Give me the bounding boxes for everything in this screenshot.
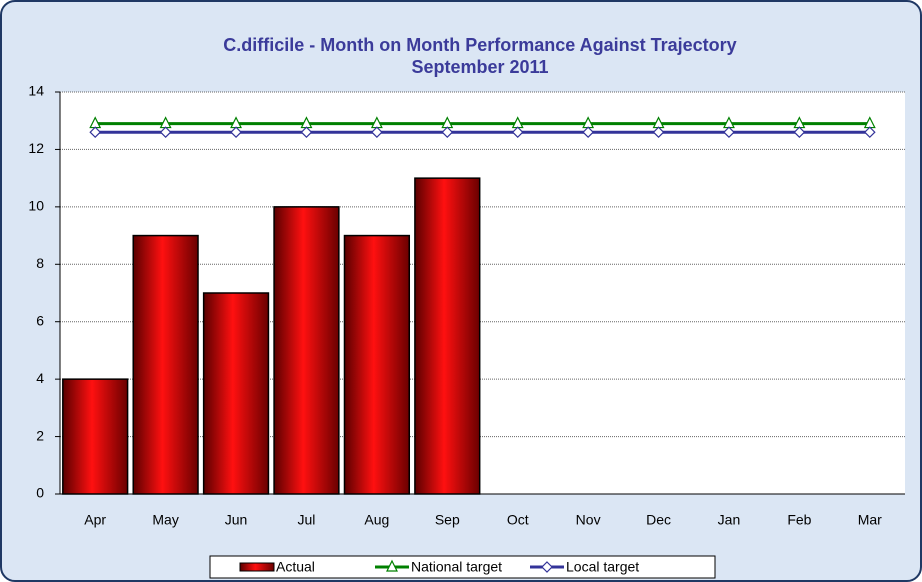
x-tick-label: Oct xyxy=(507,512,529,528)
legend-box xyxy=(209,555,716,579)
line-marker xyxy=(541,561,553,573)
legend-label: Actual xyxy=(276,559,315,575)
x-tick-label: Feb xyxy=(787,512,811,528)
x-tick-label: May xyxy=(152,512,178,528)
line-marker xyxy=(386,559,398,572)
line-marker xyxy=(863,126,876,139)
bar xyxy=(343,234,411,495)
line-marker xyxy=(582,126,594,139)
plot-area xyxy=(60,92,905,494)
x-tick-label: Nov xyxy=(576,512,601,528)
line-marker xyxy=(159,126,172,139)
line-marker xyxy=(89,126,102,139)
line-marker xyxy=(441,126,454,139)
y-tick-label: 6 xyxy=(36,312,44,328)
x-tick-label: Jul xyxy=(298,512,316,528)
line-marker xyxy=(723,126,735,139)
y-tick-label: 10 xyxy=(28,198,44,214)
bar xyxy=(273,206,340,495)
bar xyxy=(202,292,270,495)
line-marker xyxy=(371,126,383,139)
y-tick-label: 14 xyxy=(28,83,44,99)
legend-label: National target xyxy=(411,559,502,575)
chart-subtitle: September 2011 xyxy=(411,57,548,77)
y-tick-label: 8 xyxy=(36,255,44,271)
bar xyxy=(62,378,129,495)
x-tick-label: Dec xyxy=(646,512,671,528)
line-marker xyxy=(230,126,242,139)
line-marker xyxy=(793,126,806,139)
x-tick-label: Jan xyxy=(718,512,741,528)
chart-title: C.difficile - Month on Month Performance… xyxy=(223,35,736,55)
x-tick-label: Sep xyxy=(435,512,460,528)
legend-label: Local target xyxy=(566,559,639,575)
legend-swatch xyxy=(239,562,275,572)
y-tick-label: 0 xyxy=(36,485,44,501)
x-tick-label: Aug xyxy=(364,512,389,528)
x-tick-label: Jun xyxy=(225,512,248,528)
x-tick-label: Apr xyxy=(84,512,106,528)
bar xyxy=(414,177,481,495)
y-tick-label: 12 xyxy=(28,140,44,156)
line-marker xyxy=(511,126,524,139)
line-marker xyxy=(300,126,313,139)
y-tick-label: 4 xyxy=(36,370,44,386)
line-marker xyxy=(652,126,665,139)
x-tick-label: Mar xyxy=(858,512,882,528)
y-tick-label: 2 xyxy=(36,427,44,443)
bar xyxy=(132,234,199,495)
